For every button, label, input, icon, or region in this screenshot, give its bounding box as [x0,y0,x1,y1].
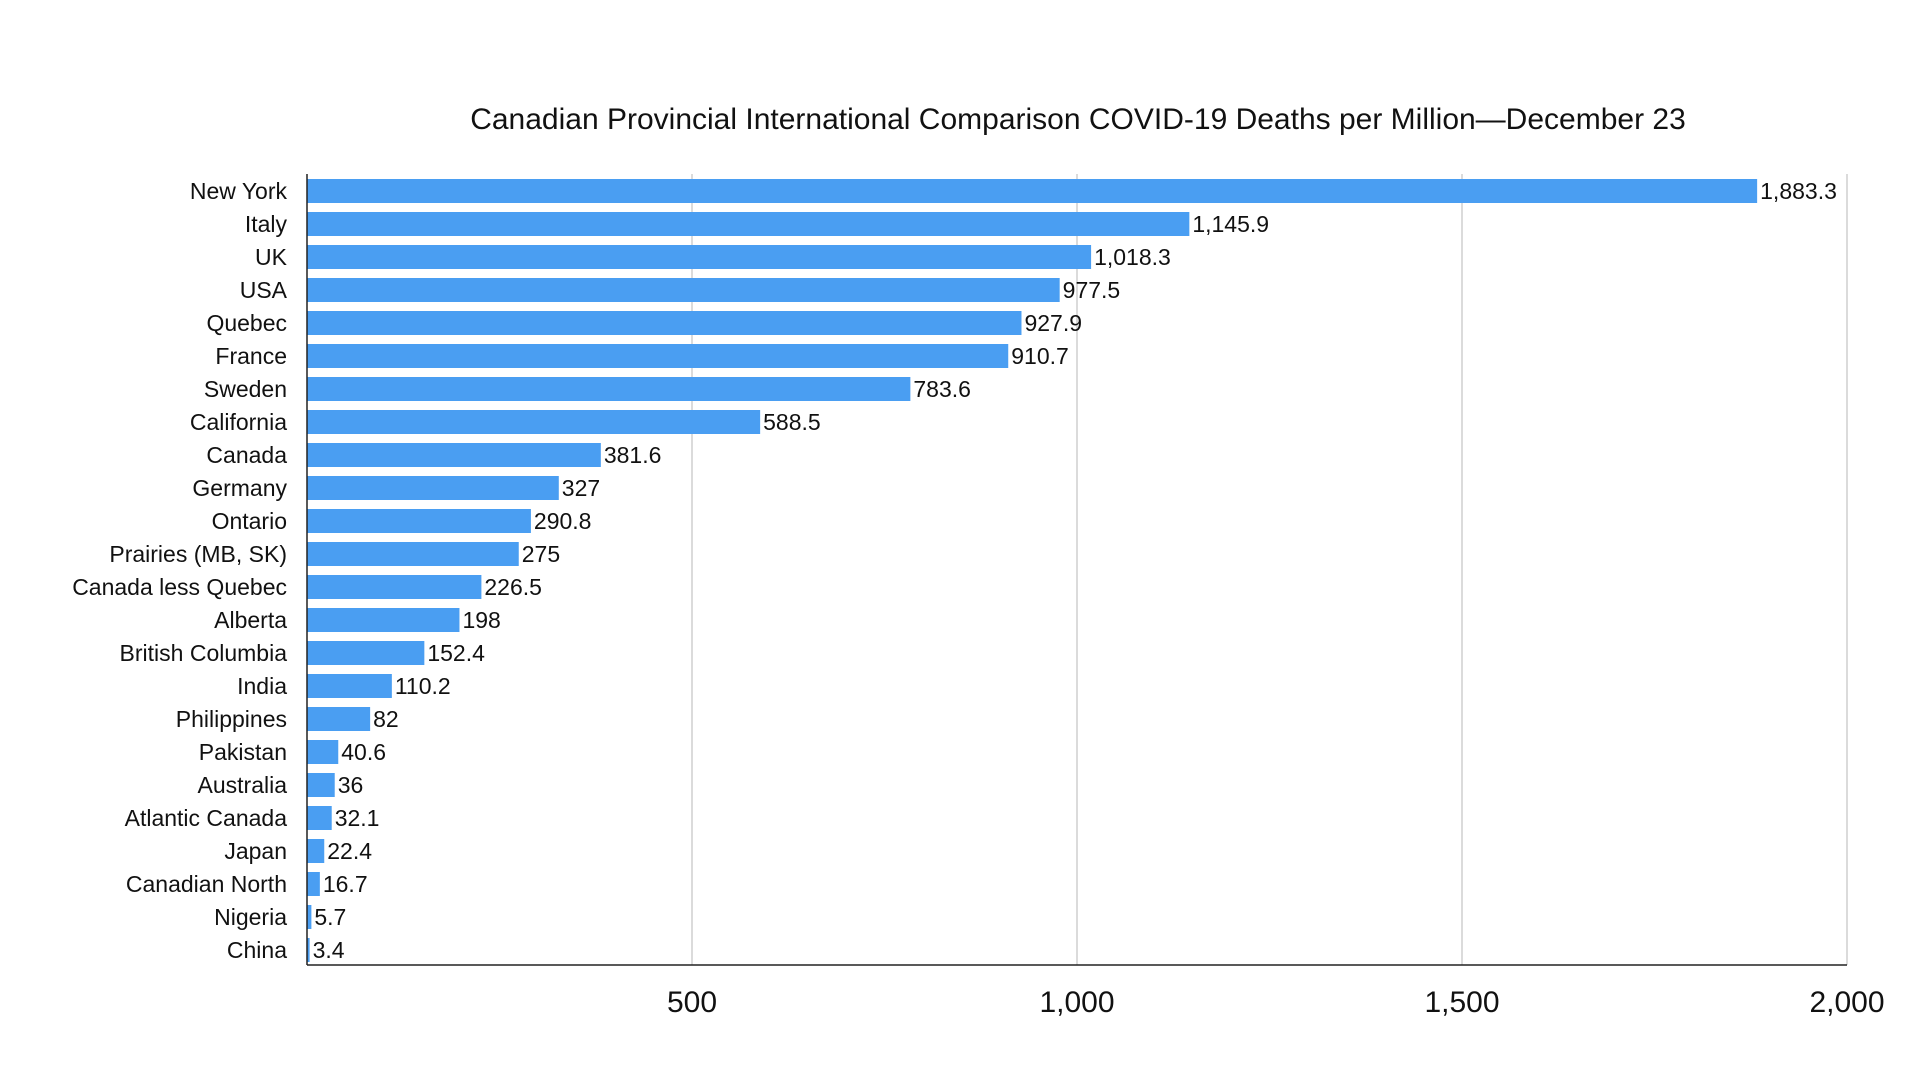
category-label: USA [240,277,288,303]
bar [307,938,310,962]
category-label: Germany [192,475,287,501]
data-label: 588.5 [763,409,821,435]
data-label: 3.4 [313,937,345,963]
bar [307,674,392,698]
category-label: Canadian North [126,871,287,897]
category-label: Sweden [204,376,287,402]
category-label: Australia [198,772,288,798]
bars [307,179,1758,962]
bar [307,773,335,797]
bar [307,278,1060,302]
data-label: 110.2 [395,673,451,699]
x-axis-ticks: 500 1,000 1,500 2,000 [667,986,1885,1019]
data-label: 275 [522,541,560,567]
bar [307,443,601,467]
data-label: 5.7 [314,904,346,930]
value-labels: 1,883.3 1,145.9 1,018.3 977.5 927.9 910.7 783.… [313,178,1837,963]
data-label: 1,018.3 [1094,244,1171,270]
data-label: 927.9 [1024,310,1082,336]
data-label: 910.7 [1011,343,1069,369]
x-tick-label: 1,500 [1424,986,1499,1019]
bar [307,575,482,599]
category-label: Philippines [176,706,287,732]
x-tick-label: 1,000 [1039,986,1114,1019]
category-label: Pakistan [199,739,287,765]
bar [307,905,312,929]
bar [307,542,519,566]
category-label: UK [255,244,288,270]
category-label: Atlantic Canada [125,805,288,831]
chart-title: Canadian Provincial International Compar… [470,103,1686,136]
data-label: 1,883.3 [1760,178,1837,204]
bar [307,641,425,665]
category-label: Japan [224,838,287,864]
data-label: 381.6 [604,442,662,468]
category-label: California [190,409,287,435]
data-label: 22.4 [327,838,372,864]
data-label: 198 [462,607,500,633]
bar [307,839,325,863]
data-label: 226.5 [484,574,542,600]
bar [307,608,460,632]
data-label: 327 [562,475,600,501]
data-label: 1,145.9 [1192,211,1269,237]
category-label: New York [190,178,288,204]
data-label: 36 [338,772,364,798]
bar [307,410,761,434]
data-label: 152.4 [427,640,485,666]
category-label: Nigeria [214,904,287,930]
category-label: Alberta [214,607,287,633]
x-tick-label: 2,000 [1809,986,1884,1019]
category-label: India [237,673,287,699]
bar [307,509,531,533]
data-label: 32.1 [335,805,380,831]
bar [307,179,1758,203]
bar [307,377,911,401]
category-label: Italy [245,211,288,237]
category-label: Canada less Quebec [72,574,287,600]
bar [307,476,559,500]
bar [307,707,371,731]
category-label: Canada [206,442,287,468]
bar [307,212,1190,236]
x-tick-label: 500 [667,986,717,1019]
bar [307,872,320,896]
data-label: 82 [373,706,399,732]
category-label: Ontario [212,508,287,534]
bar [307,806,332,830]
category-labels: New York Italy UK USA Quebec France Sweden Cali… [72,178,287,963]
data-label: 16.7 [323,871,368,897]
data-label: 40.6 [341,739,386,765]
bar [307,344,1009,368]
bar [307,311,1022,335]
category-label: China [227,937,287,963]
bar [307,245,1092,269]
category-label: British Columbia [120,640,288,666]
data-label: 783.6 [913,376,971,402]
gridlines [691,174,1848,965]
data-label: 977.5 [1063,277,1121,303]
category-label: Prairies (MB, SK) [109,541,287,567]
data-label: 290.8 [534,508,592,534]
category-label: Quebec [206,310,287,336]
category-label: France [215,343,287,369]
bar [307,740,339,764]
